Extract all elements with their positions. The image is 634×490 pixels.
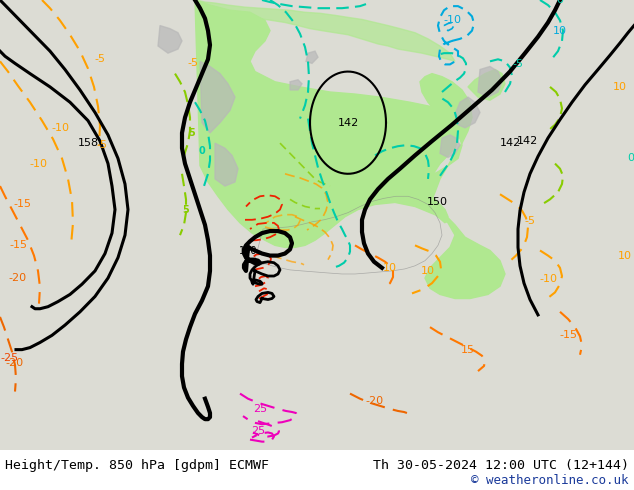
Text: -10: -10	[51, 123, 69, 133]
Text: -5: -5	[188, 58, 198, 69]
Text: 10: 10	[421, 266, 435, 276]
Text: 25: 25	[253, 404, 267, 414]
Polygon shape	[468, 70, 505, 100]
Text: -20: -20	[366, 396, 384, 406]
Polygon shape	[195, 0, 505, 298]
Text: -10: -10	[29, 159, 47, 169]
Text: 25: 25	[251, 426, 265, 437]
Text: © weatheronline.co.uk: © weatheronline.co.uk	[472, 474, 629, 487]
Polygon shape	[215, 143, 238, 186]
Polygon shape	[306, 51, 318, 63]
Text: 0: 0	[627, 153, 634, 164]
Polygon shape	[195, 0, 455, 61]
Text: 142: 142	[500, 138, 521, 148]
Text: 10: 10	[383, 263, 397, 273]
Text: 0: 0	[557, 0, 564, 5]
Polygon shape	[478, 67, 502, 97]
Text: -10: -10	[443, 16, 461, 25]
Text: 142: 142	[337, 118, 359, 128]
Text: 10: 10	[618, 250, 632, 261]
Text: -20: -20	[5, 358, 23, 368]
Text: 15: 15	[461, 344, 475, 355]
Polygon shape	[420, 74, 472, 223]
Text: -5: -5	[512, 59, 524, 70]
Text: -5: -5	[524, 216, 536, 226]
Text: -20: -20	[8, 273, 26, 283]
Polygon shape	[290, 80, 302, 90]
Polygon shape	[440, 135, 460, 157]
Text: Height/Temp. 850 hPa [gdpm] ECMWF: Height/Temp. 850 hPa [gdpm] ECMWF	[5, 459, 269, 471]
Polygon shape	[455, 97, 480, 128]
Text: 158: 158	[77, 138, 98, 148]
Text: 5: 5	[189, 128, 195, 138]
Text: -5: -5	[94, 54, 105, 64]
Text: -25: -25	[0, 353, 18, 363]
Text: 10: 10	[613, 82, 627, 92]
Text: -15: -15	[559, 330, 577, 341]
Polygon shape	[158, 25, 182, 53]
Text: Th 30-05-2024 12:00 UTC (12+144): Th 30-05-2024 12:00 UTC (12+144)	[373, 459, 629, 471]
Text: -15: -15	[13, 199, 31, 209]
Text: 0: 0	[198, 147, 205, 156]
Text: 150: 150	[239, 246, 257, 256]
Text: 5: 5	[183, 205, 190, 215]
Text: 10: 10	[553, 25, 567, 36]
Polygon shape	[200, 61, 235, 133]
Text: 142: 142	[516, 136, 538, 146]
Text: 150: 150	[427, 197, 448, 207]
Text: -5: -5	[96, 140, 108, 150]
Text: -10: -10	[539, 274, 557, 284]
Text: -15: -15	[9, 241, 27, 250]
